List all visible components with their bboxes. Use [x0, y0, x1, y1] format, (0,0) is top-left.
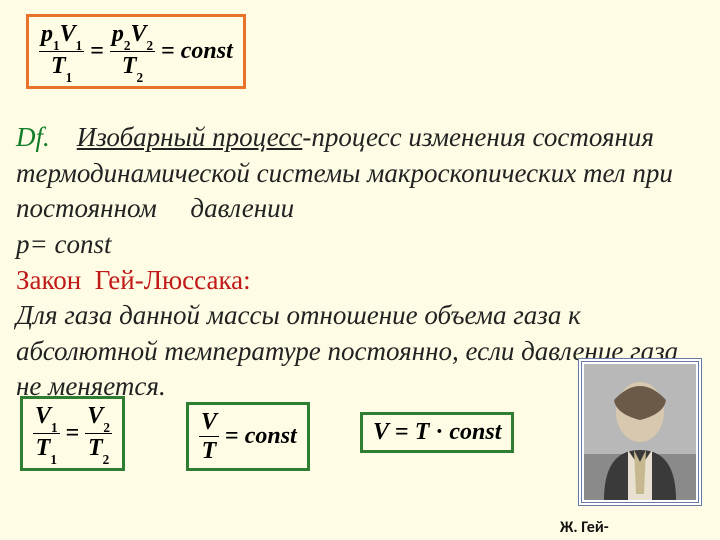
law-title: Закон Гей-Люссака: — [16, 265, 251, 295]
df-label: Df. — [16, 122, 50, 152]
definition-formula: p= const — [16, 229, 111, 259]
portrait-frame — [578, 358, 702, 506]
equation-bottom-mid: V T = const — [186, 402, 310, 471]
equation-bottom-left: V1 T1 = V2 T2 — [20, 396, 125, 471]
equation-top: p1V1 T1 = p2V2 T2 = const — [26, 14, 246, 89]
equation-bottom-right: V = T · const — [360, 412, 514, 453]
definition-term: Изобарный процесс — [77, 122, 303, 152]
portrait-image — [584, 364, 696, 500]
portrait-caption: Ж. Гей- — [560, 518, 609, 537]
portrait-placeholder-icon — [584, 364, 696, 500]
